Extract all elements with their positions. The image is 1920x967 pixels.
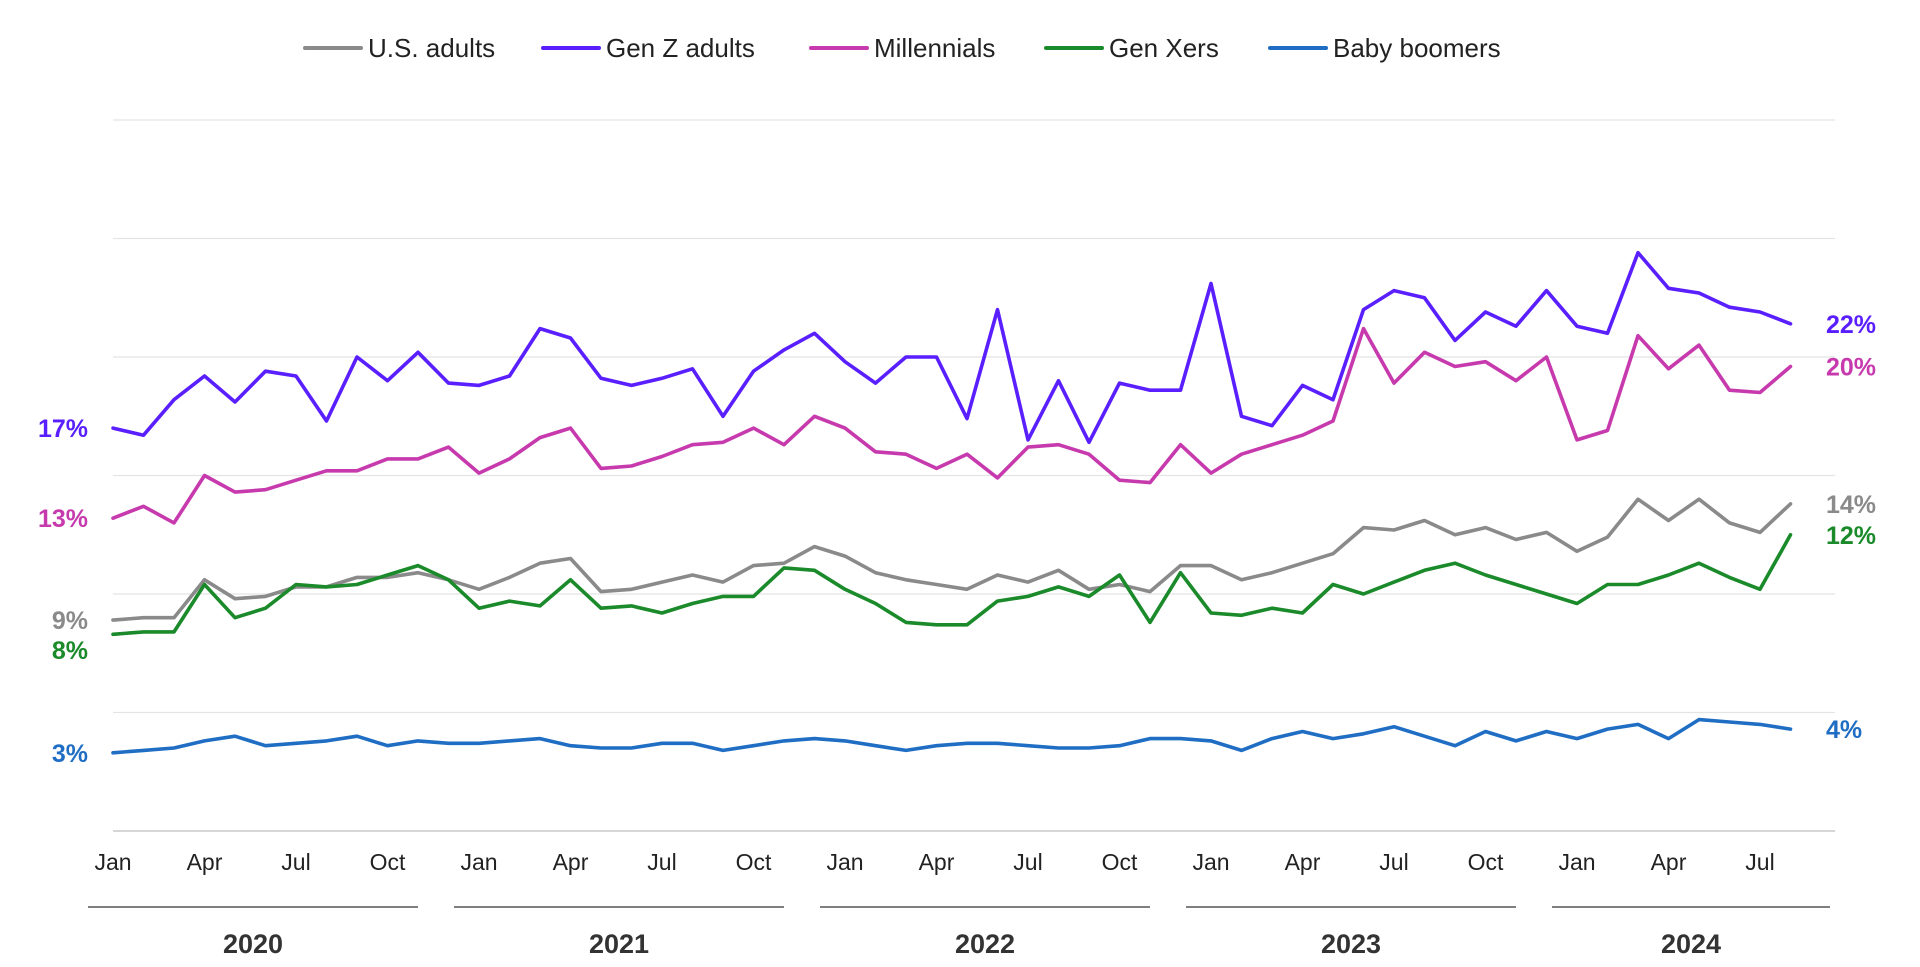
x-tick-label: Jul xyxy=(647,849,676,875)
series-line-baby-boomers xyxy=(111,717,1793,755)
legend-label: U.S. adults xyxy=(368,33,495,63)
x-tick-label: Jul xyxy=(1745,849,1774,875)
legend-label: Gen Z adults xyxy=(606,33,755,63)
x-tick-label: Oct xyxy=(1102,849,1138,875)
x-tick-label: Jan xyxy=(460,849,497,875)
x-axis: Jan Apr Jul Oct Jan Apr Jul Oct Jan Apr Jul Oct Jan A… xyxy=(88,830,1835,959)
year-label: 2024 xyxy=(1661,929,1721,959)
legend-label: Baby boomers xyxy=(1333,33,1501,63)
x-tick-label: Apr xyxy=(187,849,223,875)
series-line-millennials xyxy=(111,326,1793,525)
series-line-u-s-adults xyxy=(111,497,1793,622)
gridlines xyxy=(113,119,1835,714)
series-lines xyxy=(111,250,1793,755)
x-tick-label: Oct xyxy=(736,849,772,875)
series-start-label: 13% xyxy=(38,505,88,533)
x-tick-label: Jul xyxy=(1013,849,1042,875)
x-tick-label: Jan xyxy=(94,849,131,875)
series-line-gen-z-adults xyxy=(111,250,1793,445)
x-tick-label: Oct xyxy=(370,849,406,875)
series-line-gen-xers xyxy=(111,532,1793,637)
series-start-label: 17% xyxy=(38,415,88,443)
x-tick-label: Apr xyxy=(1285,849,1321,875)
x-tick-label: Jan xyxy=(826,849,863,875)
series-end-label: 22% xyxy=(1826,311,1876,339)
series-end-label: 20% xyxy=(1826,353,1876,381)
legend-label: Gen Xers xyxy=(1109,33,1219,63)
legend-label: Millennials xyxy=(874,33,995,63)
series-end-label: 4% xyxy=(1826,716,1862,744)
year-label: 2023 xyxy=(1321,929,1381,959)
legend: U.S. adults Gen Z adults Millennials Gen Xe… xyxy=(303,33,1501,63)
series-start-label: 8% xyxy=(52,637,88,665)
x-tick-label: Jan xyxy=(1192,849,1229,875)
x-tick-label: Apr xyxy=(919,849,955,875)
year-label: 2020 xyxy=(223,929,283,959)
year-label: 2022 xyxy=(955,929,1015,959)
x-tick-label: Jul xyxy=(1379,849,1408,875)
x-tick-label: Apr xyxy=(1651,849,1687,875)
x-tick-label: Jan xyxy=(1558,849,1595,875)
series-start-label: 3% xyxy=(52,740,88,768)
series-end-labels: 17% 13% 9%8% 3% 22% 20% 14% 12% 4% xyxy=(38,311,1876,768)
series-end-label: 14% xyxy=(1826,491,1876,519)
x-tick-label: Oct xyxy=(1468,849,1504,875)
x-tick-label: Apr xyxy=(553,849,589,875)
year-label: 2021 xyxy=(589,929,649,959)
series-start-label: 9% xyxy=(52,607,88,635)
series-end-label: 12% xyxy=(1826,522,1876,550)
x-tick-label: Jul xyxy=(281,849,310,875)
